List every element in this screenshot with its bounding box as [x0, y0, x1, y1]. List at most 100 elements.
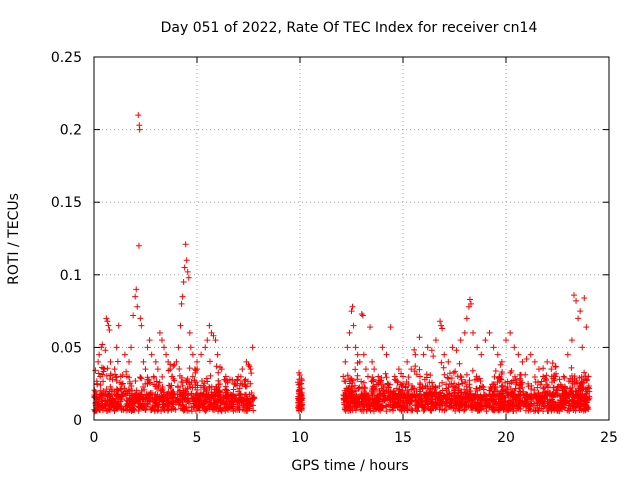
roti-noise-point — [123, 368, 130, 375]
roti-point — [158, 337, 165, 344]
roti-noise-point — [417, 402, 424, 409]
roti-noise-point — [482, 392, 489, 399]
roti-point — [102, 347, 109, 354]
roti-noise-point — [523, 398, 530, 405]
roti-point — [95, 358, 102, 365]
roti-noise-point — [509, 394, 516, 401]
roti-noise-point — [534, 384, 541, 391]
roti-point — [222, 373, 229, 380]
roti-noise-point — [361, 384, 368, 391]
roti-point — [134, 303, 141, 310]
roti-noise-point — [359, 406, 366, 413]
roti-noise-point — [537, 381, 544, 388]
roti-noise-point — [544, 396, 551, 403]
roti-noise-point — [341, 378, 348, 385]
roti-point — [470, 329, 477, 336]
roti-point — [482, 337, 489, 344]
roti-point — [187, 344, 194, 351]
roti-noise-point — [298, 403, 305, 410]
roti-noise-point — [379, 404, 386, 411]
roti-noise-point — [519, 384, 526, 391]
roti-noise-point — [528, 385, 535, 392]
roti-noise-point — [153, 378, 160, 385]
roti-point — [206, 322, 213, 329]
roti-noise-point — [344, 372, 351, 379]
roti-noise-point — [159, 404, 166, 411]
roti-noise-point — [419, 383, 426, 390]
roti-noise-point — [428, 396, 435, 403]
roti-point — [179, 293, 186, 300]
roti-noise-point — [506, 406, 513, 413]
roti-point — [556, 376, 563, 383]
roti-noise-point — [107, 400, 114, 407]
roti-noise-point — [565, 378, 572, 385]
roti-point — [437, 318, 444, 325]
roti-noise-point — [386, 393, 393, 400]
roti-noise-point — [429, 398, 436, 405]
roti-noise-point — [352, 366, 359, 373]
roti-noise-point — [186, 365, 193, 372]
roti-noise-point — [516, 375, 523, 382]
roti-noise-point — [416, 366, 423, 373]
roti-noise-point — [229, 397, 236, 404]
roti-noise-point — [543, 381, 550, 388]
roti-noise-point — [143, 391, 150, 398]
roti-noise-point — [425, 394, 432, 401]
roti-point — [523, 356, 530, 363]
roti-noise-point — [221, 376, 228, 383]
roti-noise-point — [346, 380, 353, 387]
roti-point — [379, 344, 386, 351]
roti-noise-point — [504, 384, 511, 391]
roti-noise-point — [180, 387, 187, 394]
roti-noise-point — [377, 391, 384, 398]
roti-noise-point — [565, 393, 572, 400]
roti-point — [146, 337, 153, 344]
roti-noise-point — [438, 394, 445, 401]
roti-noise-point — [527, 406, 534, 413]
roti-noise-point — [246, 363, 253, 370]
roti-noise-point — [216, 388, 223, 395]
roti-noise-point — [352, 407, 359, 414]
roti-noise-point — [491, 373, 498, 380]
roti-point — [340, 373, 347, 380]
roti-point — [94, 380, 101, 387]
roti-point — [544, 358, 551, 365]
roti-point — [173, 358, 180, 365]
roti-noise-point — [108, 387, 115, 394]
roti-noise-point — [213, 386, 220, 393]
roti-noise-point — [441, 371, 448, 378]
roti-point — [586, 395, 593, 402]
roti-point — [117, 373, 124, 380]
roti-noise-point — [549, 360, 556, 367]
roti-noise-point — [171, 377, 178, 384]
roti-noise-point — [550, 384, 557, 391]
roti-noise-point — [141, 386, 148, 393]
roti-noise-point — [398, 381, 405, 388]
roti-noise-point — [540, 400, 547, 407]
roti-noise-point — [506, 380, 513, 387]
roti-noise-point — [179, 402, 186, 409]
roti-noise-point — [464, 390, 471, 397]
roti-point — [142, 366, 149, 373]
roti-noise-point — [360, 388, 367, 395]
roti-noise-point — [228, 405, 235, 412]
roti-noise-point — [538, 405, 545, 412]
roti-noise-point — [146, 395, 153, 402]
roti-noise-point — [532, 378, 539, 385]
roti-point — [560, 373, 567, 380]
roti-noise-point — [492, 367, 499, 374]
roti-noise-point — [372, 386, 379, 393]
roti-point — [175, 344, 182, 351]
roti-point — [100, 387, 107, 394]
roti-noise-point — [107, 372, 114, 379]
roti-noise-point — [568, 364, 575, 371]
roti-point — [438, 322, 445, 329]
roti-noise-point — [176, 372, 183, 379]
roti-point — [467, 300, 474, 307]
roti-noise-point — [375, 405, 382, 412]
roti-point — [154, 366, 161, 373]
roti-point — [123, 373, 130, 380]
roti-point — [577, 308, 584, 315]
roti-noise-point — [208, 391, 215, 398]
roti-noise-point — [218, 399, 225, 406]
